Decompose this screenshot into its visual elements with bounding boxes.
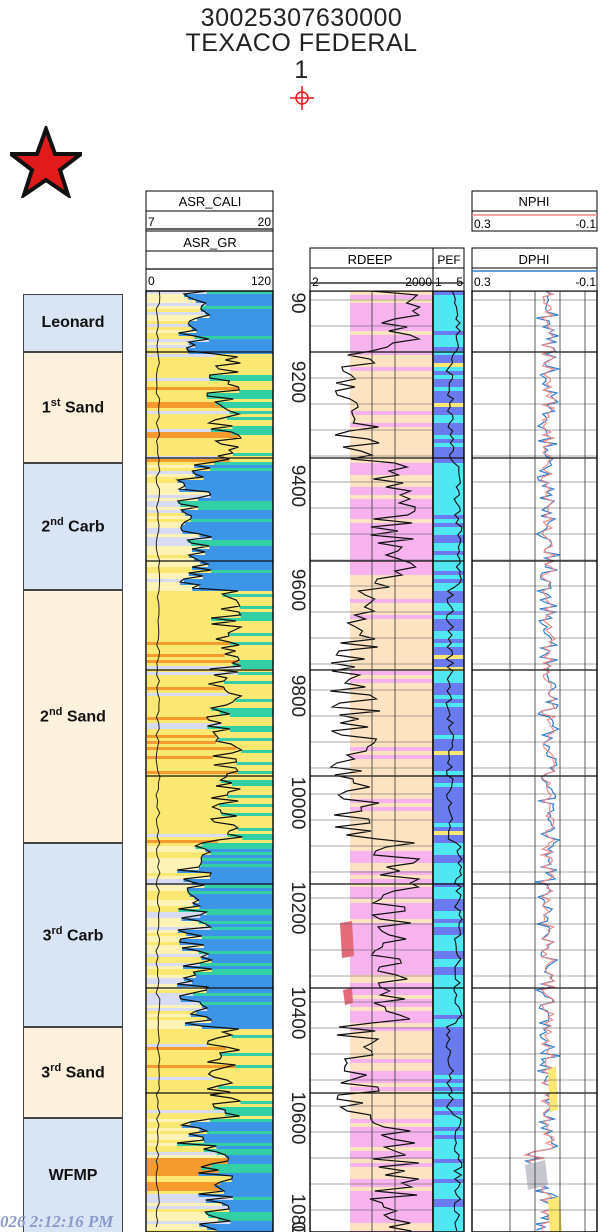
gamma-ray-mnemonic: ASR_GR (183, 235, 236, 250)
zone-box: 3rd Carb (23, 843, 123, 1027)
zone-box: 2nd Sand (23, 590, 123, 843)
well-name: TEXACO FEDERAL (185, 29, 418, 57)
zone-box: Leonard (23, 294, 123, 352)
resistivity-mnemonic: RDEEP (348, 252, 393, 267)
neutron-scale-right: -0.1 (575, 217, 596, 231)
pef-mnemonic: PEF (437, 253, 460, 267)
caliper-scale-right: 20 (258, 215, 272, 229)
zone-label: 2nd Sand (40, 706, 106, 726)
resistivity-scale-left: 2 (312, 275, 319, 289)
well-symbol-icon (290, 86, 314, 110)
depth-label: 10200 (287, 882, 308, 935)
zone-label: Leonard (41, 314, 105, 331)
depth-label: 9600 (287, 569, 308, 611)
depth-label: 10800 (287, 1194, 308, 1232)
zone-box: 2nd Carb (23, 463, 123, 590)
well-uwi: 30025307630000 (200, 4, 403, 32)
density-porosity-scale-left: 0.3 (474, 275, 491, 289)
zone-label: 2nd Carb (41, 516, 105, 536)
neutron-mnemonic: NPHI (518, 194, 549, 209)
gamma-ray-scale-right: 120 (251, 274, 271, 288)
neutron-scale-left: 0.3 (474, 217, 491, 231)
zone-label: 3rd Carb (42, 924, 104, 945)
caliper-mnemonic: ASR_CALI (179, 194, 242, 209)
depth-label: 9200 (287, 361, 308, 403)
zone-label: WFMP (48, 1166, 98, 1184)
depth-label: 10000 (287, 777, 308, 830)
density-porosity-scale-right: -0.1 (575, 275, 596, 289)
pef-scale-left: 1 (435, 275, 442, 289)
zone-box: 3rd Sand (23, 1027, 123, 1118)
timestamp: 026 2:12:16 PM (0, 1212, 114, 1231)
depth-label: 10600 (287, 1092, 308, 1145)
resistivity-scale-right: 2000 (405, 275, 432, 289)
pef-scale-right: 5 (456, 275, 463, 289)
zone-label: 1st Sand (41, 397, 105, 417)
well-number: 1 (294, 56, 309, 84)
caliper-scale-left: 7 (148, 215, 155, 229)
zone-box: WFMP (23, 1118, 123, 1232)
depth-label: 9800 (287, 675, 308, 717)
depth-label: 90 (287, 292, 308, 313)
star-icon (10, 126, 82, 198)
zone-box: 1st Sand (23, 352, 123, 463)
zone-label: 3rd Sand (41, 1062, 105, 1082)
depth-label: 10400 (287, 987, 308, 1040)
density-porosity-mnemonic: DPHI (518, 252, 549, 267)
depth-label: 9400 (287, 465, 308, 507)
depth-label: 00 (287, 1221, 308, 1232)
gamma-ray-scale-left: 0 (148, 274, 155, 288)
